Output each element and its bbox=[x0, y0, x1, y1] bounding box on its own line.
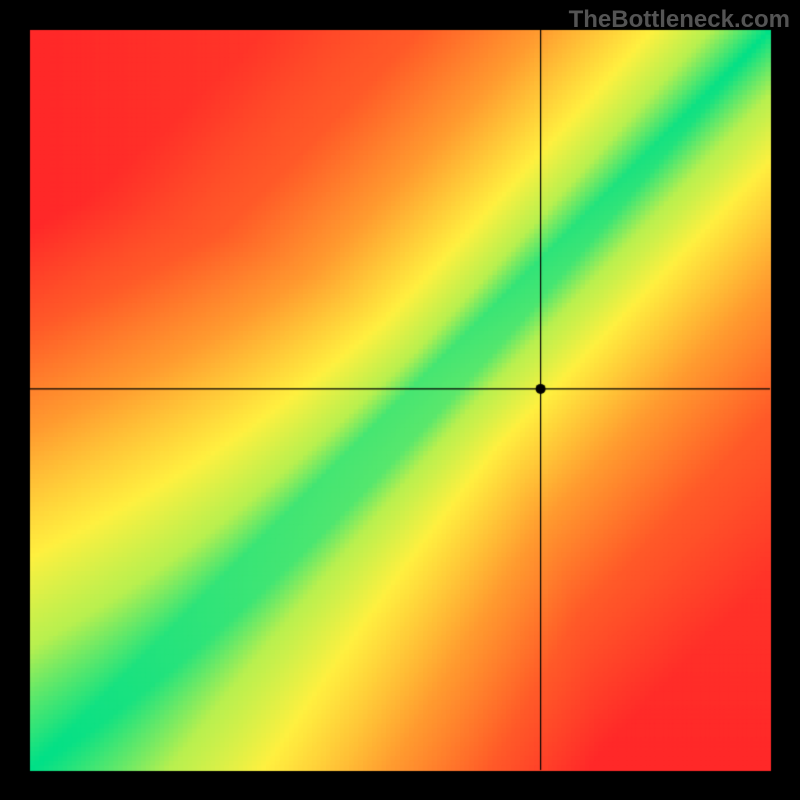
heatmap-canvas bbox=[0, 0, 800, 800]
watermark-text: TheBottleneck.com bbox=[569, 6, 790, 34]
chart-container: TheBottleneck.com bbox=[0, 0, 800, 800]
